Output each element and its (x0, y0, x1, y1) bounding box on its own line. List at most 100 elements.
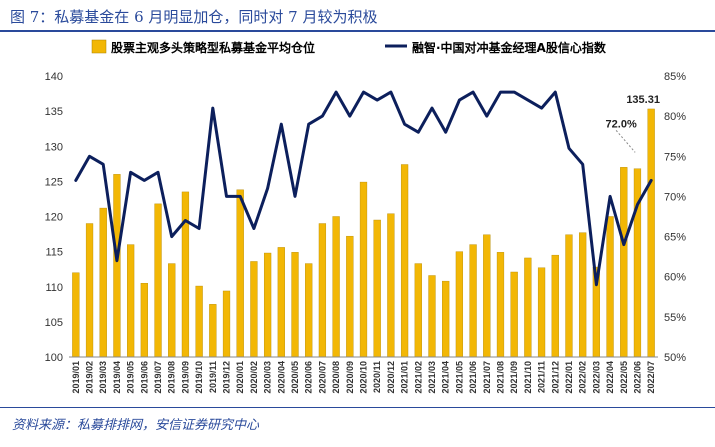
y-left-tick-label: 100 (45, 352, 63, 364)
bar-value-label: 135.31 (626, 94, 660, 106)
x-tick-label: 2020/11 (372, 361, 382, 393)
x-tick-label: 2020/09 (345, 361, 355, 394)
bar (414, 263, 422, 358)
x-tick-label: 2020/08 (331, 361, 341, 394)
bar (318, 223, 327, 358)
x-tick-label: 2022/02 (578, 361, 588, 394)
bar (140, 283, 148, 358)
x-tick-label: 2019/04 (112, 361, 122, 394)
line-value-label: 72.0% (606, 118, 637, 130)
x-tick-label: 2021/12 (550, 361, 560, 394)
x-tick-label: 2019/11 (208, 361, 218, 393)
bar (579, 232, 587, 358)
bar (250, 261, 258, 358)
line-series (74, 90, 653, 287)
x-tick-label: 2019/08 (167, 361, 177, 394)
x-tick-label: 2021/09 (509, 361, 519, 394)
bar (510, 271, 518, 358)
bar (305, 263, 313, 358)
x-tick-label: 2021/08 (495, 361, 505, 394)
y-left-tick-label: 135 (45, 106, 63, 118)
legend-bar-label: 股票主观多头策略型私募基金平均仓位 (111, 40, 315, 55)
bar (127, 244, 135, 358)
source-note: 资料来源：私募排排网，安信证券研究中心 (12, 418, 260, 433)
legend-line-label: 融智·中国对冲基金经理A股信心指数 (412, 40, 607, 55)
bar (277, 247, 285, 358)
y-left-tick-label: 125 (45, 176, 63, 188)
y-left-tick-label: 110 (45, 282, 63, 294)
x-tick-label: 2019/06 (139, 361, 149, 394)
y-right-tick-label: 60% (664, 272, 686, 284)
x-tick-label: 2019/01 (71, 361, 81, 394)
x-tick-label: 2021/02 (413, 361, 423, 394)
bar (537, 267, 546, 358)
x-tick-label: 2019/03 (98, 361, 108, 394)
bar (332, 216, 340, 358)
bar (647, 108, 655, 358)
y-right-tick-label: 80% (664, 111, 686, 123)
x-tick-label: 2022/03 (591, 361, 601, 394)
annotations: 135.31 72.0% (606, 94, 660, 153)
bar (455, 251, 464, 358)
y-left-tick-label: 115 (45, 247, 63, 259)
bar (209, 304, 217, 358)
bar (181, 191, 190, 358)
bar (236, 189, 244, 358)
bar (359, 181, 368, 358)
bar (428, 275, 436, 358)
x-tick-label: 2021/03 (427, 361, 437, 394)
x-tick-label: 2021/01 (400, 361, 410, 394)
bar (263, 252, 272, 358)
x-tick-label: 2022/04 (605, 361, 615, 394)
y-right-tick-label: 75% (664, 151, 686, 163)
x-tick-label: 2021/11 (537, 361, 547, 393)
x-tick-label: 2020/03 (263, 361, 273, 394)
x-tick-label: 2021/06 (468, 361, 478, 394)
bar (291, 252, 299, 358)
bar (99, 207, 107, 358)
legend-bar-swatch (91, 39, 107, 54)
bar (346, 235, 354, 358)
figure-title: 图 7：私募基金在 6 月明显加仓，同时对 7 月较为积极 (10, 8, 378, 26)
line-path (74, 90, 653, 287)
bar (113, 174, 121, 358)
y-right-tick-label: 65% (664, 232, 686, 244)
x-tick-label: 2019/05 (126, 361, 136, 394)
bar (400, 164, 409, 358)
y-left-tick-label: 130 (45, 141, 63, 153)
bar (633, 168, 642, 358)
bar (154, 203, 162, 358)
bar (195, 285, 203, 358)
x-tick-label: 2022/05 (619, 361, 629, 394)
bar (524, 257, 532, 358)
bar (222, 290, 231, 358)
source-divider (0, 407, 715, 408)
y-left-tick-label: 120 (45, 212, 63, 224)
bar (565, 234, 573, 358)
x-tick-label: 2021/05 (454, 361, 464, 394)
x-tick-label: 2020/05 (290, 361, 300, 394)
bar (85, 223, 94, 358)
x-tick-label: 2022/01 (564, 361, 574, 394)
x-tick-label: 2021/07 (482, 361, 492, 394)
x-tick-label: 2020/10 (359, 361, 369, 394)
bar (469, 244, 477, 358)
axes: 100 105 110 115 120 125 130 135 140 50% 55% 60% 65% 7… (45, 71, 687, 394)
x-tick-label: 2020/06 (304, 361, 314, 394)
bar (620, 167, 628, 358)
x-tick-label: 2021/10 (523, 361, 533, 394)
line-label-leader (615, 130, 636, 153)
x-tick-label: 2020/01 (235, 361, 245, 394)
x-tick-label: 2022/07 (646, 361, 656, 394)
bar (72, 272, 80, 358)
x-tick-label: 2019/10 (194, 361, 204, 394)
bar (483, 234, 491, 358)
bar (606, 216, 614, 358)
x-tick-label: 2019/09 (180, 361, 190, 394)
legend: 股票主观多头策略型私募基金平均仓位 融智·中国对冲基金经理A股信心指数 (91, 39, 607, 55)
y-right-tick-label: 70% (664, 191, 686, 203)
bar (373, 219, 381, 358)
bar (551, 254, 559, 358)
x-tick-label: 2020/04 (276, 361, 286, 394)
